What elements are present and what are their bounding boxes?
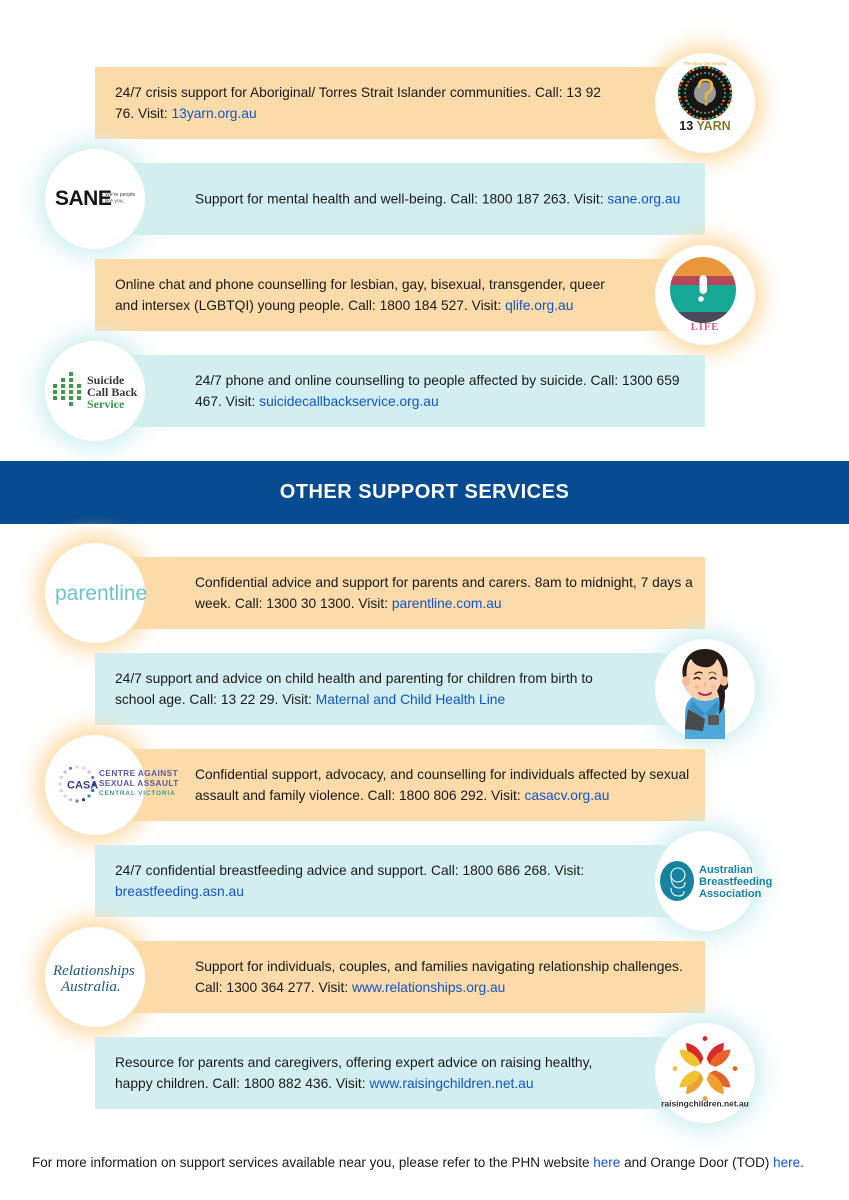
svg-text:Australia.: Australia. <box>60 979 121 995</box>
svg-text:Relationships: Relationships <box>52 963 135 979</box>
svg-text:CENTRE AGAINST: CENTRE AGAINST <box>99 768 178 778</box>
svg-text:CENTRAL VICTORIA: CENTRAL VICTORIA <box>99 790 175 797</box>
svg-text:raisingchildren.net.au: raisingchildren.net.au <box>661 1098 749 1108</box>
svg-text:Breastfeeding: Breastfeeding <box>699 876 772 888</box>
svg-text:We're people: We're people <box>105 192 135 198</box>
svg-text:parentline: parentline <box>55 582 147 605</box>
svg-text:Service: Service <box>87 397 125 411</box>
svg-text:SANE: SANE <box>55 187 112 210</box>
svg-text:LIFE: LIFE <box>691 322 720 333</box>
svg-text:The Story Our Healing: The Story Our Healing <box>684 61 727 66</box>
svg-text:like you.: like you. <box>105 199 124 205</box>
svg-text:Association: Association <box>699 888 762 900</box>
svg-text:Australian: Australian <box>699 864 753 876</box>
svg-text:13 YARN: 13 YARN <box>679 119 730 133</box>
svg-text:CASA: CASA <box>67 780 98 792</box>
svg-text:SEXUAL ASSAULT: SEXUAL ASSAULT <box>99 778 179 788</box>
